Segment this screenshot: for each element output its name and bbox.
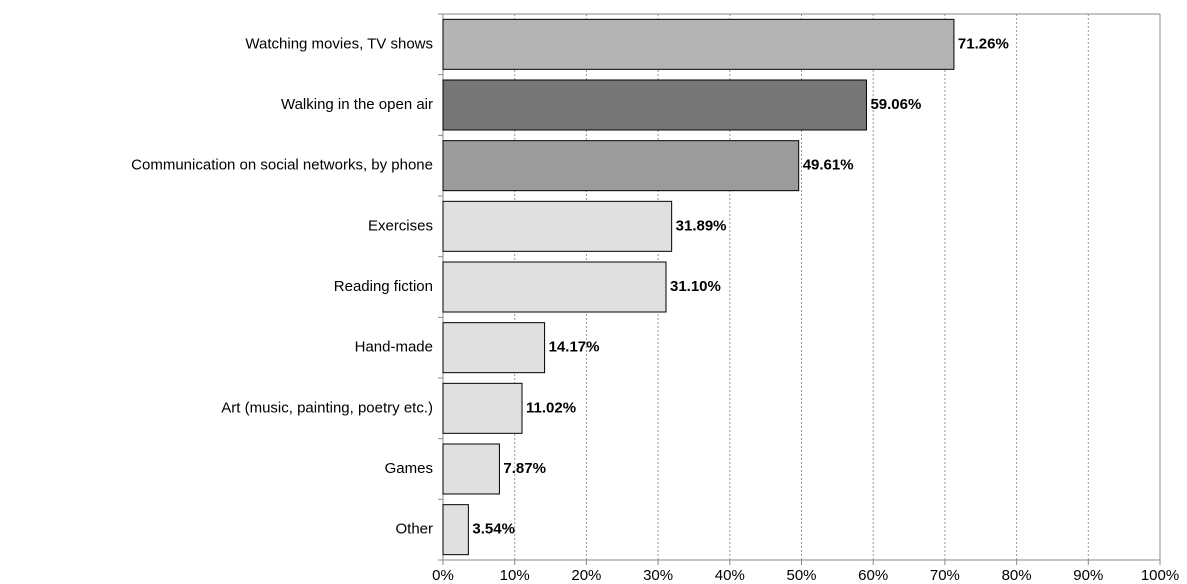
data-label: 11.02% bbox=[526, 399, 576, 416]
y-tick-label: Hand-made bbox=[355, 339, 433, 356]
bar bbox=[442, 79, 867, 131]
x-tick-label: 100% bbox=[1141, 567, 1179, 584]
bar bbox=[442, 382, 523, 434]
y-tick-label: Art (music, painting, poetry etc.) bbox=[221, 399, 433, 416]
x-tick-label: 10% bbox=[500, 567, 530, 584]
data-label: 14.17% bbox=[549, 339, 600, 356]
data-label: 49.61% bbox=[803, 157, 854, 174]
data-label: 31.10% bbox=[670, 278, 721, 295]
x-tick-label: 30% bbox=[643, 567, 673, 584]
bar bbox=[442, 443, 500, 495]
x-tick-label: 70% bbox=[930, 567, 960, 584]
y-tick-label: Watching movies, TV shows bbox=[245, 35, 433, 52]
data-label: 31.89% bbox=[676, 217, 727, 234]
bar bbox=[442, 140, 800, 192]
x-tick-label: 80% bbox=[1002, 567, 1032, 584]
x-tick-label: 20% bbox=[571, 567, 601, 584]
y-tick-label: Exercises bbox=[368, 217, 433, 234]
x-tick-label: 60% bbox=[858, 567, 888, 584]
bar bbox=[442, 200, 673, 252]
x-tick-label: 0% bbox=[432, 567, 454, 584]
x-tick-label: 90% bbox=[1073, 567, 1103, 584]
data-label: 71.26% bbox=[958, 35, 1009, 52]
y-tick-label: Reading fiction bbox=[334, 278, 433, 295]
bar bbox=[442, 261, 667, 313]
y-tick-label: Communication on social networks, by pho… bbox=[131, 157, 433, 174]
data-label: 59.06% bbox=[870, 96, 921, 113]
y-tick-label: Other bbox=[395, 521, 433, 538]
bar bbox=[442, 504, 469, 556]
y-tick-label: Walking in the open air bbox=[281, 96, 433, 113]
y-tick-label: Games bbox=[385, 460, 433, 477]
x-tick-label: 50% bbox=[786, 567, 816, 584]
data-label: 7.87% bbox=[503, 460, 546, 477]
bar bbox=[442, 322, 546, 374]
bar bbox=[442, 18, 955, 70]
x-tick-label: 40% bbox=[715, 567, 745, 584]
data-label: 3.54% bbox=[472, 521, 515, 538]
